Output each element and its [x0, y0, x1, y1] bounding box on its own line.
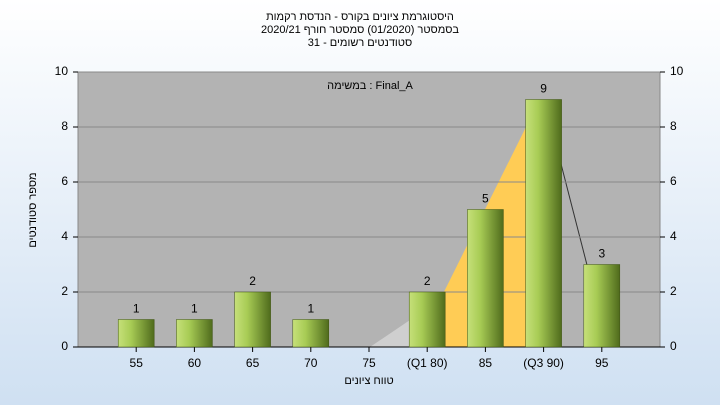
y-tick-label: 0	[61, 339, 68, 353]
bar	[467, 209, 504, 348]
x-tick-label: 70	[304, 356, 318, 370]
bar	[117, 319, 155, 348]
x-tick-label: 65	[246, 356, 260, 370]
y2-tick-label: 10	[670, 64, 684, 78]
y-tick-label: 6	[61, 174, 68, 188]
chart-subtitle: בסמסטר (01/2020) סמסטר חורף 2020/21	[261, 24, 459, 36]
x-tick-label: (Q1 80)	[407, 356, 448, 370]
y-tick-label: 4	[61, 229, 68, 243]
annotation: במשימה : Final_A	[327, 80, 413, 92]
y-tick-label: 10	[55, 64, 69, 78]
value-label: 1	[133, 302, 140, 316]
x-tick-label: 55	[130, 356, 144, 370]
value-label: 5	[482, 192, 489, 206]
plot-area	[77, 71, 661, 348]
bar	[525, 99, 562, 348]
y2-tick-label: 0	[670, 339, 677, 353]
value-label: 9	[540, 82, 547, 96]
bar	[408, 291, 446, 348]
y-axis-label: מספר סטודנטים	[27, 172, 39, 247]
y2-tick-label: 8	[670, 119, 677, 133]
y-tick-label: 2	[61, 284, 68, 298]
x-tick-label: 85	[479, 356, 493, 370]
value-label: 2	[249, 274, 256, 288]
bar	[234, 291, 271, 348]
y2-tick-label: 4	[670, 229, 677, 243]
y2-tick-label: 2	[670, 284, 677, 298]
y2-tick-label: 6	[670, 174, 677, 188]
bar	[176, 319, 213, 348]
x-tick-label: 95	[595, 356, 609, 370]
bar	[583, 264, 621, 348]
value-label: 1	[191, 302, 198, 316]
x-tick-label: 60	[188, 356, 202, 370]
x-axis-label: טווח ציונים	[344, 375, 393, 387]
value-label: 2	[424, 274, 431, 288]
x-tick-label: (Q3 90)	[523, 356, 564, 370]
x-tick-label: 75	[362, 356, 376, 370]
value-label: 1	[307, 302, 314, 316]
bar	[292, 319, 330, 348]
chart-subtitle: סטודנטים רשומים - 31	[308, 37, 412, 49]
value-label: 3	[598, 247, 605, 261]
chart-title: היסטוגרמת ציונים בקורס - הנדסת רקמות	[266, 11, 454, 23]
y-tick-label: 8	[61, 119, 68, 133]
